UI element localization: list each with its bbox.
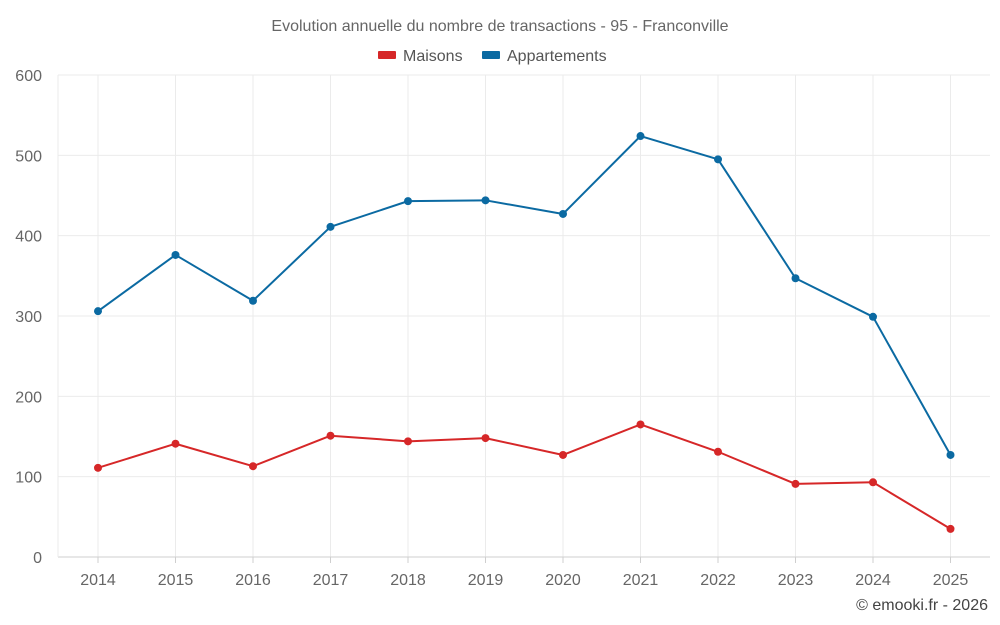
x-tick-label: 2025 <box>933 572 969 589</box>
data-point-maisons[interactable] <box>791 479 800 488</box>
data-point-appartements[interactable] <box>326 222 335 231</box>
chart-title: Evolution annuelle du nombre de transact… <box>271 18 728 35</box>
legend-label: Maisons <box>403 48 463 65</box>
series-line-maisons <box>97 423 952 530</box>
data-point-maisons[interactable] <box>946 524 955 533</box>
legend-label: Appartements <box>507 48 607 65</box>
x-tick-label: 2021 <box>623 572 659 589</box>
series <box>94 132 955 533</box>
y-tick-label: 400 <box>15 229 42 246</box>
data-point-maisons[interactable] <box>94 463 102 472</box>
series-line-appartements <box>97 135 952 456</box>
y-tick-label: 200 <box>15 389 42 406</box>
x-tick-label: 2023 <box>778 572 814 589</box>
data-point-maisons[interactable] <box>636 420 645 429</box>
data-point-maisons[interactable] <box>249 462 257 471</box>
x-tick-label: 2020 <box>545 572 581 589</box>
x-tick-label: 2024 <box>855 572 891 589</box>
data-point-maisons[interactable] <box>171 439 180 448</box>
data-point-maisons[interactable] <box>559 450 567 459</box>
grid <box>58 74 990 557</box>
y-tick-label: 500 <box>15 148 42 165</box>
data-point-appartements[interactable] <box>249 296 257 305</box>
y-tick-label: 300 <box>15 309 42 326</box>
data-point-appartements[interactable] <box>559 209 567 218</box>
x-tick-label: 2019 <box>468 572 504 589</box>
data-point-appartements[interactable] <box>946 450 955 459</box>
data-point-maisons[interactable] <box>481 434 490 443</box>
data-point-appartements[interactable] <box>791 274 800 283</box>
y-tick-label: 100 <box>15 470 42 487</box>
data-point-maisons[interactable] <box>326 431 335 440</box>
data-point-maisons[interactable] <box>404 437 412 446</box>
x-tick-label: 2017 <box>313 572 349 589</box>
axes: 0 100 200 300 400 500 600 2014 2015 2016 2017 2018 2… <box>15 68 990 589</box>
legend-swatch <box>482 51 500 59</box>
x-tick-label: 2018 <box>390 572 426 589</box>
x-tick-label: 2015 <box>158 572 194 589</box>
data-point-appartements[interactable] <box>636 132 645 141</box>
x-tick-label: 2016 <box>235 572 271 589</box>
x-tick-label: 2022 <box>700 572 736 589</box>
data-point-maisons[interactable] <box>869 478 877 487</box>
data-point-appartements[interactable] <box>869 312 877 321</box>
legend-item-maisons[interactable]: Maisons <box>378 48 463 65</box>
y-tick-label: 600 <box>15 68 42 85</box>
y-tick-label: 0 <box>33 550 42 567</box>
x-tick-label: 2014 <box>80 572 116 589</box>
legend: Maisons Appartements <box>378 48 607 65</box>
data-point-appartements[interactable] <box>481 196 490 205</box>
legend-item-appartements[interactable]: Appartements <box>482 48 607 65</box>
data-point-appartements[interactable] <box>714 155 722 164</box>
data-point-appartements[interactable] <box>404 197 412 206</box>
credit-text: © emooki.fr - 2026 <box>856 597 988 614</box>
legend-swatch <box>378 51 396 59</box>
data-point-appartements[interactable] <box>94 307 102 316</box>
data-point-maisons[interactable] <box>714 447 722 456</box>
data-point-appartements[interactable] <box>171 250 180 259</box>
